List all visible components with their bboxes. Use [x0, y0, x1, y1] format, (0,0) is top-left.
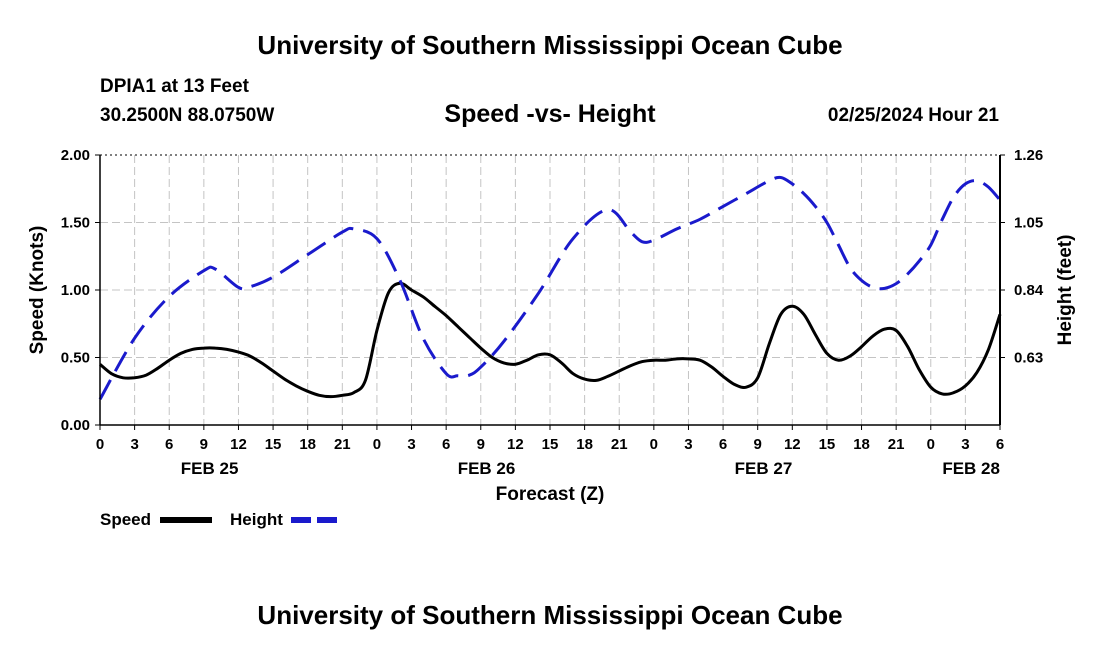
x-tick-label: 0: [650, 436, 658, 453]
x-tick-label: 0: [96, 436, 104, 453]
day-label: FEB 26: [458, 459, 516, 478]
x-axis-title: Forecast (Z): [496, 484, 605, 505]
x-tick-label: 6: [165, 436, 173, 453]
x-tick-label: 9: [477, 436, 485, 453]
y2-axis-title: Height (feet): [1055, 235, 1076, 346]
x-tick-label: 9: [754, 436, 762, 453]
y-tick-label: 1.50: [61, 215, 90, 232]
x-tick-label: 15: [542, 436, 559, 453]
day-label: FEB 28: [942, 459, 1000, 478]
x-tick-label: 9: [200, 436, 208, 453]
x-tick-label: 3: [684, 436, 692, 453]
grid-layer: [100, 154, 1000, 425]
x-tick-label: 3: [407, 436, 415, 453]
y-tick-label: 2.00: [61, 147, 90, 164]
x-tick-label: 6: [996, 436, 1004, 453]
x-tick-label: 0: [373, 436, 381, 453]
x-tick-label: 6: [442, 436, 450, 453]
x-tick-label: 21: [611, 436, 628, 453]
y-tick-label: 0.00: [61, 417, 90, 434]
x-tick-label: 18: [299, 436, 316, 453]
x-tick-label: 21: [888, 436, 905, 453]
y2-tick-label: 1.26: [1014, 147, 1043, 164]
day-label: FEB 25: [181, 459, 239, 478]
x-tick-label: 6: [719, 436, 727, 453]
x-tick-label: 18: [853, 436, 870, 453]
legend-label-height: Height: [230, 510, 283, 529]
station-label: DPIA1 at 13 Feet: [100, 76, 249, 97]
x-tick-label: 12: [784, 436, 801, 453]
x-tick-label: 3: [961, 436, 969, 453]
footer-title: University of Southern Mississippi Ocean…: [257, 600, 843, 630]
day-label: FEB 27: [735, 459, 793, 478]
y2-tick-label: 0.63: [1014, 350, 1043, 367]
y-tick-label: 0.50: [61, 350, 90, 367]
station-coordinates: 30.2500N 88.0750W: [100, 105, 275, 126]
series-line-speed: [99, 281, 1002, 399]
y-axis-title: Speed (Knots): [27, 226, 48, 355]
axis-layer: [95, 154, 1005, 430]
x-tick-label: 21: [334, 436, 351, 453]
main-title: University of Southern Mississippi Ocean…: [257, 30, 843, 60]
label-layer: 0 3 6 9 12 15 18 21 0 3 6 9 12 15 18 21 0 3 6 9 12 15 18 21 0 3 6 0…: [27, 147, 1076, 529]
x-tick-label: 0: [927, 436, 935, 453]
x-tick-label: 12: [507, 436, 524, 453]
x-tick-label: 3: [130, 436, 138, 453]
x-tick-label: 15: [265, 436, 282, 453]
chart-subtitle: Speed -vs- Height: [444, 100, 656, 128]
series-layer: [98, 175, 1002, 401]
forecast-date: 02/25/2024 Hour 21: [827, 105, 999, 126]
x-tick-label: 15: [819, 436, 836, 453]
y2-tick-label: 0.84: [1014, 282, 1044, 299]
y2-tick-label: 1.05: [1014, 215, 1043, 232]
series-line-height: [98, 175, 1002, 401]
y-tick-label: 1.00: [61, 282, 90, 299]
x-tick-label: 12: [230, 436, 247, 453]
x-tick-label: 18: [576, 436, 593, 453]
legend-label-speed: Speed: [100, 510, 151, 529]
